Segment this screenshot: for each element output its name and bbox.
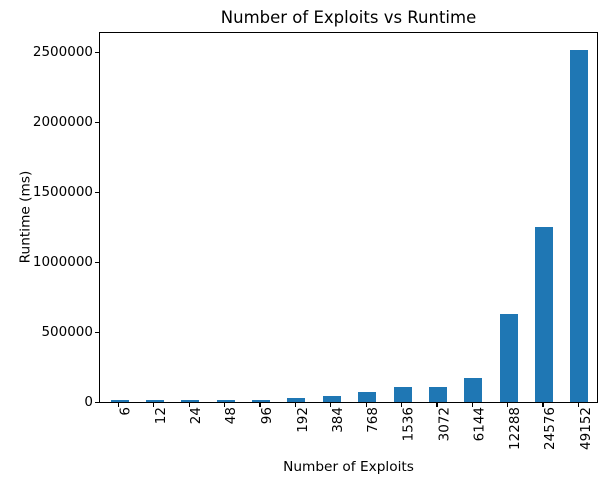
bar-768 <box>358 392 377 402</box>
x-tick-label: 768 <box>365 407 382 433</box>
bar-192 <box>287 397 306 402</box>
y-axis-label-wrap: Runtime (ms) <box>11 0 39 434</box>
bar-12 <box>145 399 164 402</box>
x-tick-label: 96 <box>259 407 276 425</box>
y-tick-mark <box>95 331 99 333</box>
y-tick-mark <box>95 401 99 403</box>
bar-24 <box>181 399 200 402</box>
y-tick-label: 500000 <box>41 323 93 340</box>
x-tick-label: 49152 <box>577 407 594 450</box>
x-axis-label: Number of Exploits <box>283 459 414 475</box>
bar-1536 <box>393 386 412 402</box>
y-tick-label: 1500000 <box>32 183 93 200</box>
x-tick-label: 48 <box>223 407 240 425</box>
bar-48 <box>216 399 235 402</box>
bar-49152 <box>570 49 589 402</box>
bar-6144 <box>464 377 483 402</box>
x-tick-mark <box>507 403 509 407</box>
x-tick-label: 384 <box>329 407 346 433</box>
y-tick-mark <box>95 191 99 193</box>
x-tick-label: 24 <box>188 407 205 425</box>
x-tick-mark <box>400 403 403 407</box>
x-tick-label: 12288 <box>506 407 523 450</box>
y-tick-label: 1000000 <box>32 253 93 270</box>
x-tick-mark <box>224 403 226 407</box>
bar-3072 <box>428 387 447 402</box>
x-tick-label: 1536 <box>400 407 417 442</box>
x-tick-mark <box>330 403 332 407</box>
chart-title: Number of Exploits vs Runtime <box>220 8 477 27</box>
x-tick-mark <box>153 403 155 407</box>
y-tick-label: 2500000 <box>32 43 93 60</box>
y-tick-label: 2000000 <box>32 113 93 130</box>
x-tick-mark <box>542 403 544 407</box>
y-tick-mark <box>95 261 99 263</box>
bar-96 <box>252 399 271 402</box>
x-tick-mark <box>117 403 120 407</box>
y-axis-label: Runtime (ms) <box>17 170 34 264</box>
y-tick-mark <box>95 51 99 53</box>
x-tick-mark <box>259 403 261 407</box>
x-tick-label: 192 <box>294 407 311 433</box>
plot-area <box>99 32 598 403</box>
x-tick-mark <box>188 403 190 407</box>
x-tick-mark <box>577 403 580 407</box>
x-tick-label: 24576 <box>542 407 559 450</box>
x-tick-label: 3072 <box>435 407 452 442</box>
y-tick-label: 0 <box>84 393 93 410</box>
bar-6 <box>110 399 129 402</box>
x-tick-mark <box>471 403 473 407</box>
x-tick-label: 6 <box>117 407 134 416</box>
y-tick-mark <box>95 121 99 123</box>
bar-384 <box>322 395 341 402</box>
x-tick-mark <box>436 403 438 407</box>
x-tick-label: 6144 <box>471 407 488 442</box>
x-tick-mark <box>365 403 367 407</box>
x-tick-mark <box>294 403 296 407</box>
bar-12288 <box>499 314 518 402</box>
bar-24576 <box>535 227 554 402</box>
x-tick-label: 12 <box>152 407 169 425</box>
